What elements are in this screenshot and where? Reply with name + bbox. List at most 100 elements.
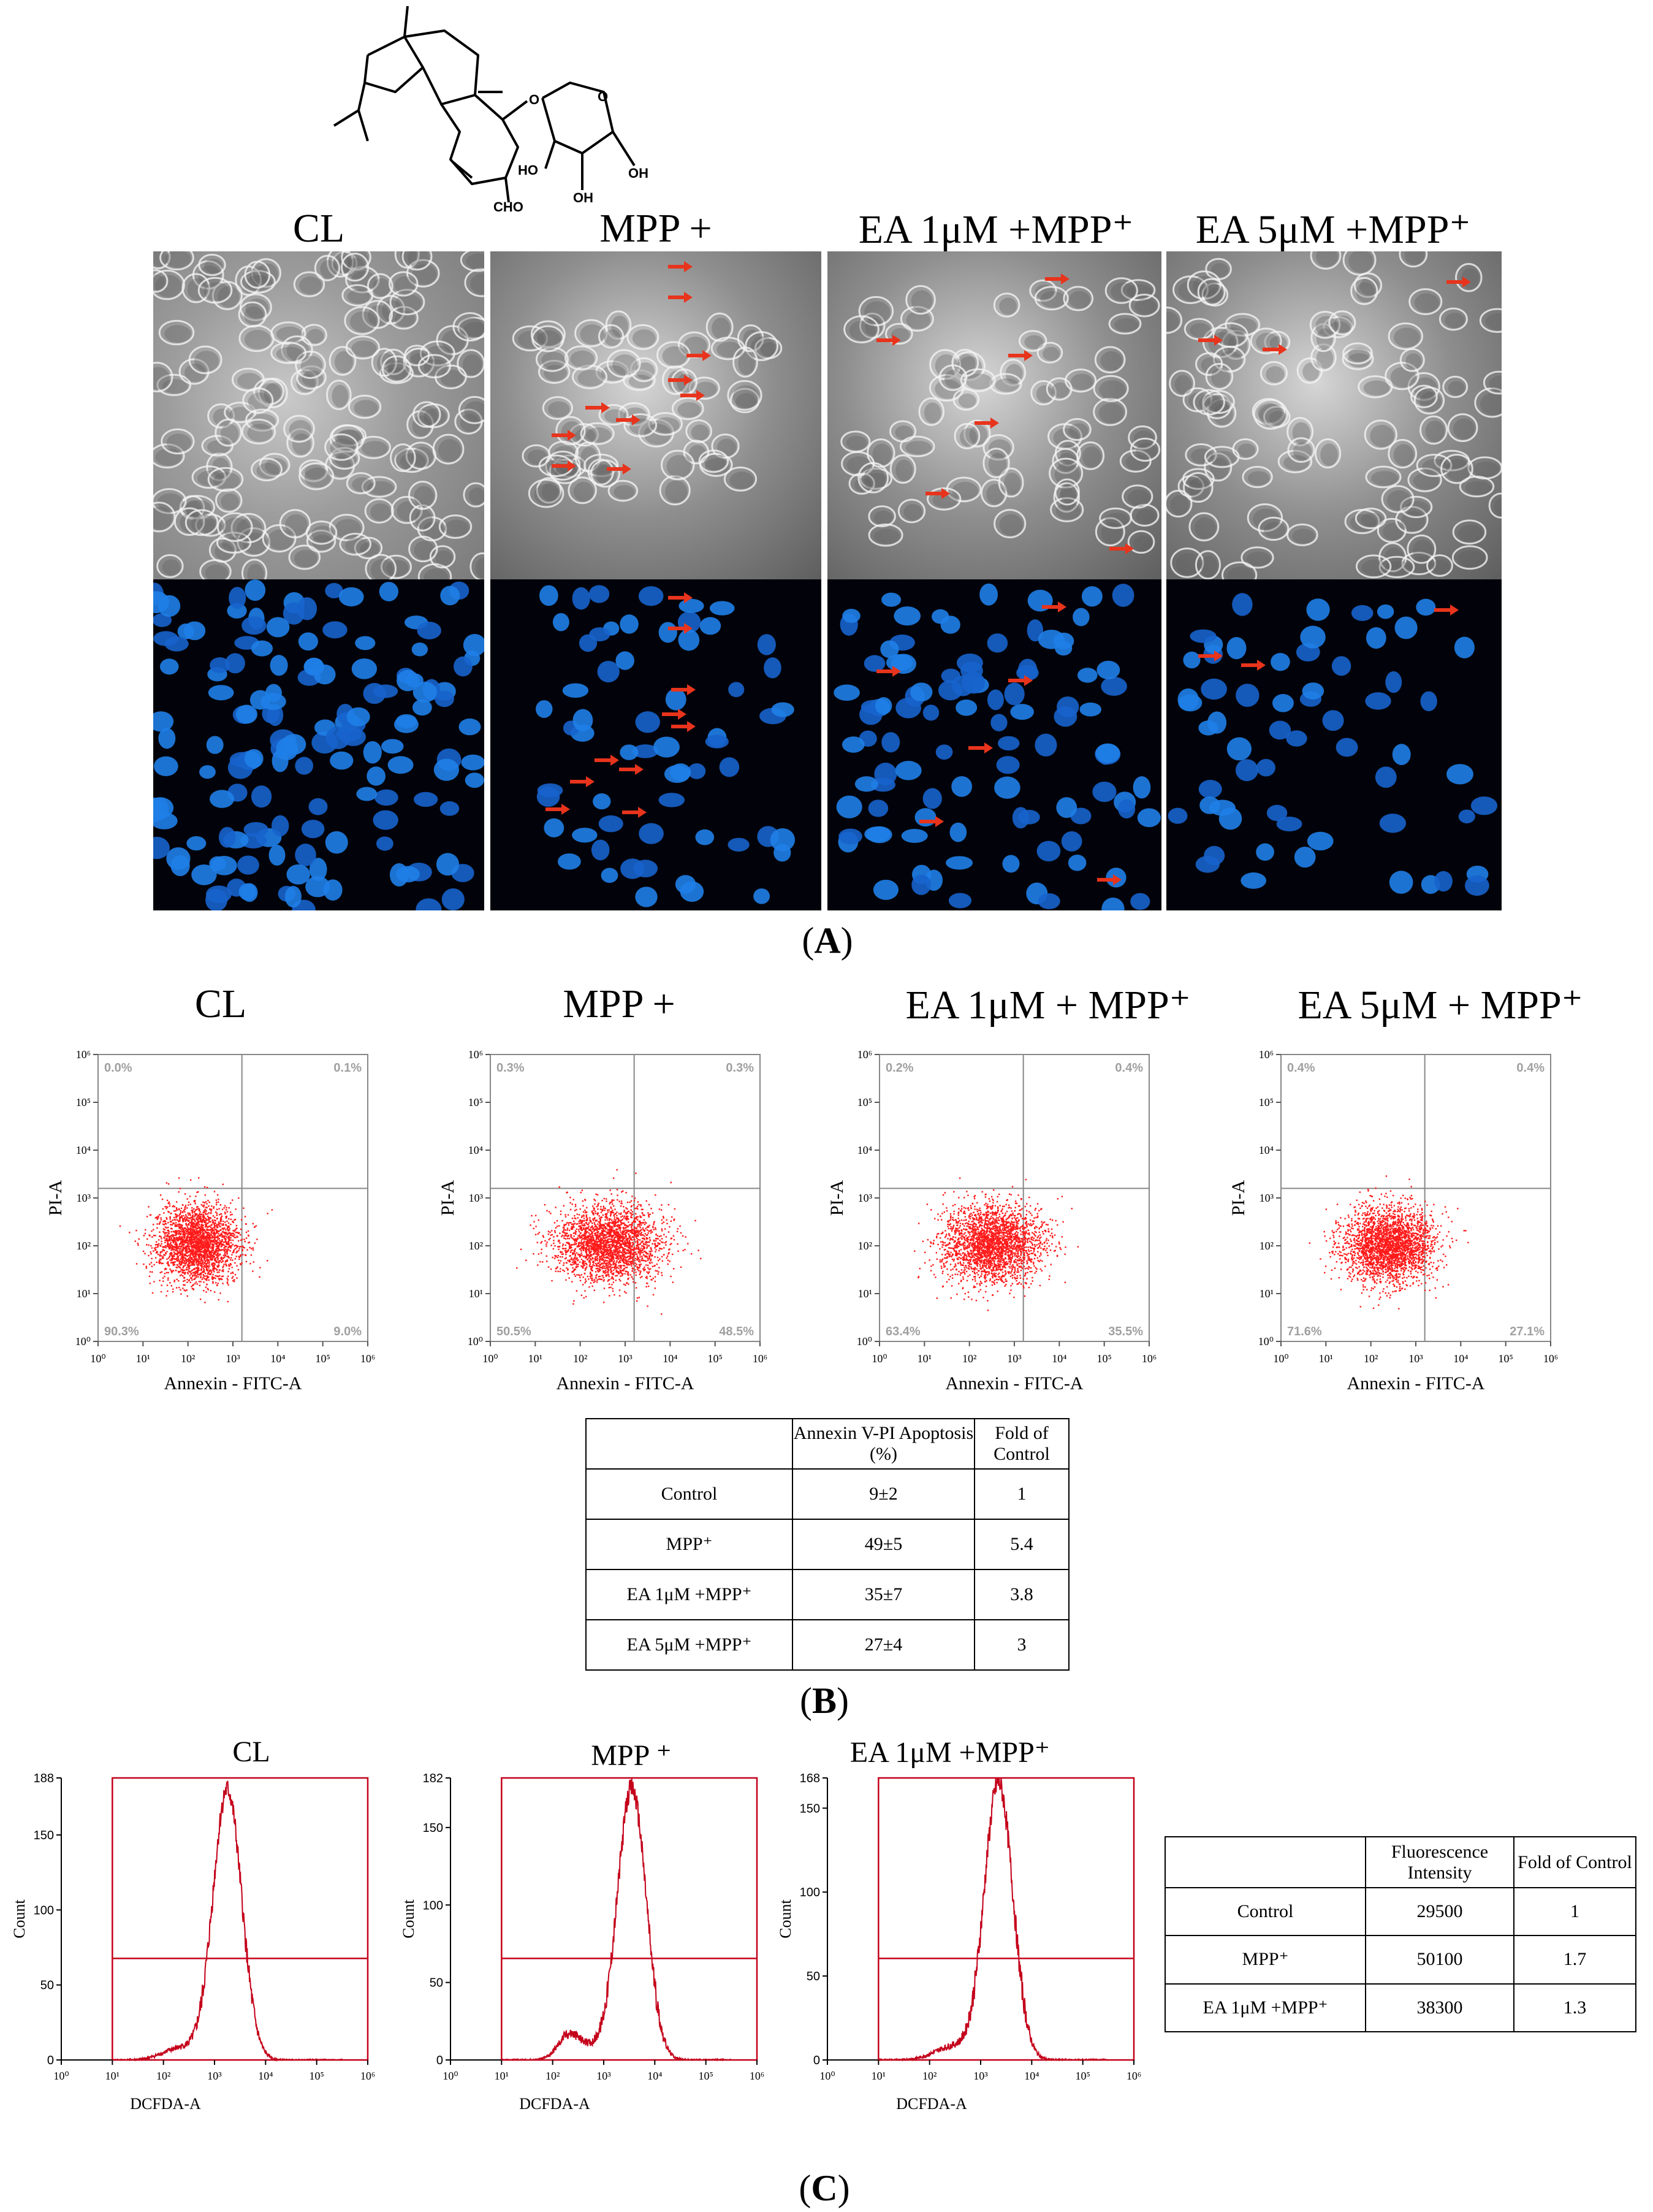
data-point bbox=[146, 1244, 148, 1246]
data-point bbox=[191, 1219, 193, 1222]
data-point bbox=[164, 1245, 167, 1247]
arrow-icon bbox=[1058, 601, 1066, 612]
data-point bbox=[200, 1241, 202, 1244]
cell bbox=[180, 513, 202, 533]
cell bbox=[1363, 380, 1389, 396]
cell bbox=[604, 329, 621, 346]
micrograph-brightfield-ea5 bbox=[1165, 251, 1502, 579]
data-point bbox=[208, 1253, 211, 1256]
data-point bbox=[202, 1234, 204, 1235]
data-point bbox=[150, 1214, 152, 1216]
data-point bbox=[601, 1266, 604, 1268]
cell bbox=[409, 349, 427, 364]
data-point bbox=[189, 1260, 191, 1262]
data-point bbox=[616, 1243, 618, 1245]
nucleus bbox=[1130, 893, 1150, 910]
cell bbox=[1388, 438, 1418, 469]
data-point bbox=[222, 1254, 225, 1256]
data-point bbox=[229, 1245, 230, 1247]
cell bbox=[632, 329, 656, 348]
cell bbox=[874, 528, 900, 544]
data-point bbox=[648, 1251, 650, 1253]
nucleus bbox=[1092, 781, 1117, 803]
data-point bbox=[204, 1266, 207, 1268]
cell bbox=[849, 320, 876, 341]
data-point bbox=[180, 1253, 183, 1255]
data-point bbox=[229, 1211, 232, 1213]
data-point bbox=[598, 1251, 599, 1253]
cell bbox=[1098, 403, 1124, 424]
data-point bbox=[202, 1236, 205, 1238]
data-point bbox=[192, 1241, 194, 1243]
cell bbox=[346, 472, 376, 495]
cell bbox=[653, 417, 680, 433]
cell bbox=[527, 449, 547, 465]
data-point bbox=[590, 1255, 592, 1257]
data-point bbox=[211, 1246, 213, 1248]
data-point bbox=[192, 1288, 194, 1290]
data-point bbox=[137, 1244, 139, 1246]
data-point bbox=[607, 1238, 609, 1240]
nucleus bbox=[675, 875, 696, 894]
data-point bbox=[197, 1191, 199, 1193]
data-point bbox=[574, 1262, 576, 1264]
data-point bbox=[612, 1227, 614, 1229]
data-point bbox=[243, 1247, 245, 1249]
cell bbox=[946, 476, 982, 503]
data-point bbox=[155, 1252, 158, 1254]
data-point bbox=[197, 1225, 199, 1227]
data-point bbox=[643, 1243, 645, 1245]
cell bbox=[354, 400, 378, 416]
data-point bbox=[639, 1225, 640, 1227]
data-point bbox=[232, 1272, 234, 1274]
cell bbox=[181, 273, 210, 303]
data-point bbox=[216, 1230, 218, 1232]
data-point bbox=[579, 1261, 581, 1263]
data-point bbox=[212, 1273, 214, 1276]
data-point bbox=[587, 1245, 590, 1246]
data-point bbox=[146, 1238, 148, 1240]
nucleus bbox=[670, 763, 691, 781]
data-point bbox=[212, 1282, 214, 1284]
data-point bbox=[607, 1211, 609, 1213]
data-point bbox=[167, 1183, 170, 1185]
data-point bbox=[199, 1241, 202, 1244]
data-point bbox=[614, 1262, 616, 1265]
data-point bbox=[207, 1236, 210, 1238]
data-point bbox=[199, 1260, 201, 1262]
data-point bbox=[181, 1270, 183, 1272]
data-point bbox=[199, 1265, 202, 1267]
nucleus bbox=[1036, 841, 1061, 862]
cell bbox=[469, 273, 484, 295]
cell bbox=[1364, 419, 1397, 450]
cell bbox=[698, 449, 729, 473]
data-point bbox=[235, 1251, 237, 1254]
data-point bbox=[175, 1208, 178, 1210]
data-point bbox=[220, 1222, 222, 1225]
data-point bbox=[579, 1219, 581, 1221]
data-point bbox=[151, 1247, 153, 1249]
data-point bbox=[252, 1270, 254, 1272]
nucleus bbox=[1416, 598, 1436, 616]
data-point bbox=[183, 1218, 186, 1219]
data-point bbox=[589, 1235, 591, 1237]
nucleus bbox=[601, 868, 618, 883]
nucleus bbox=[572, 587, 590, 610]
data-point bbox=[224, 1248, 226, 1250]
data-point bbox=[217, 1259, 219, 1261]
data-point bbox=[199, 1229, 202, 1230]
data-point bbox=[167, 1235, 170, 1237]
data-point bbox=[206, 1257, 208, 1259]
nucleus bbox=[699, 617, 721, 635]
data-point bbox=[188, 1222, 190, 1225]
data-point bbox=[571, 1223, 573, 1226]
cell bbox=[205, 564, 229, 579]
data-point bbox=[525, 1259, 527, 1261]
data-point bbox=[204, 1253, 206, 1255]
cell bbox=[671, 397, 704, 421]
cell bbox=[1207, 399, 1237, 428]
nucleus bbox=[1458, 809, 1475, 823]
nucleus bbox=[639, 823, 664, 844]
data-point bbox=[538, 1219, 539, 1221]
cell bbox=[305, 464, 325, 479]
